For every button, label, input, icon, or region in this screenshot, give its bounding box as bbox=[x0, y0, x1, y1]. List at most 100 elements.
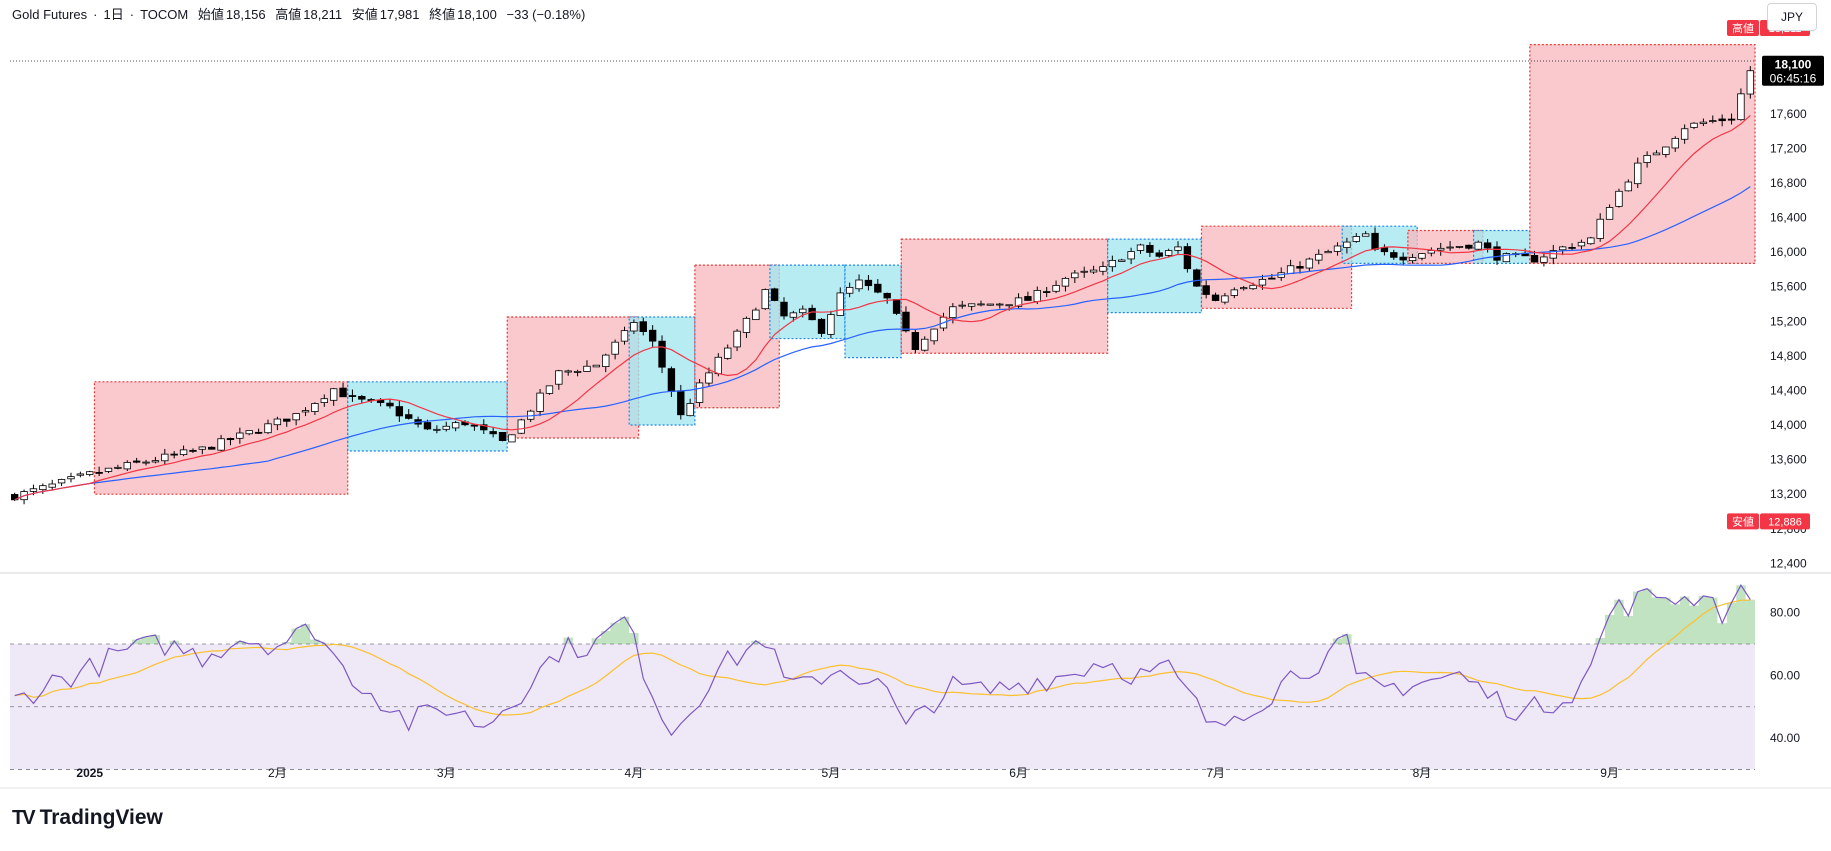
candle-body bbox=[339, 387, 347, 398]
candle-body bbox=[264, 423, 272, 434]
candle-body bbox=[752, 309, 760, 321]
candle-body bbox=[1587, 237, 1595, 245]
candle-body bbox=[395, 406, 404, 417]
candle-body bbox=[114, 466, 122, 469]
candle-body bbox=[695, 382, 704, 403]
exchange-label: TOCOM bbox=[140, 7, 189, 22]
candle-body bbox=[1071, 272, 1079, 279]
candle-body bbox=[29, 488, 38, 492]
candle-body bbox=[977, 303, 985, 306]
candle-body bbox=[967, 303, 976, 307]
candle-body bbox=[189, 449, 197, 452]
candle-body bbox=[179, 449, 188, 456]
candle-body bbox=[442, 425, 450, 430]
candle-body bbox=[1033, 290, 1041, 302]
candle-body bbox=[1624, 181, 1633, 192]
x-tick-label: 6月 bbox=[1009, 766, 1028, 780]
candle-body bbox=[11, 494, 19, 501]
candle-body bbox=[986, 303, 995, 306]
candle-body bbox=[808, 307, 816, 321]
candle-body bbox=[911, 332, 920, 350]
session-low-label: 安値 bbox=[1732, 514, 1754, 528]
candle-body bbox=[583, 365, 591, 372]
candle-body bbox=[573, 371, 582, 373]
y-tick-label: 12,400 bbox=[1770, 556, 1807, 570]
candle-body bbox=[1099, 266, 1107, 272]
close-label: 終値 bbox=[429, 7, 456, 22]
interval-label: 1日 bbox=[103, 7, 124, 22]
candle-body bbox=[236, 432, 244, 439]
candle-body bbox=[536, 392, 544, 412]
candle-body bbox=[489, 431, 497, 435]
candle-body bbox=[864, 279, 873, 287]
last-price-badge-text: 18,100 bbox=[1775, 58, 1812, 72]
candle-body bbox=[1042, 291, 1051, 293]
zone-box-red bbox=[1200, 225, 1353, 309]
candle-body bbox=[1540, 256, 1548, 263]
candle-body bbox=[292, 413, 300, 421]
candle-body bbox=[57, 479, 66, 484]
candle-body bbox=[283, 418, 291, 422]
high-label: 高値 bbox=[275, 7, 302, 22]
session-low-label-bg bbox=[1727, 513, 1759, 530]
candle-body bbox=[1558, 246, 1567, 251]
tradingview-logo[interactable]: TV TradingView bbox=[12, 806, 163, 830]
rsi-overbought-fill bbox=[131, 585, 1755, 644]
symbol-name[interactable]: Gold Futures bbox=[12, 7, 88, 22]
y-tick-label: 14,800 bbox=[1770, 349, 1807, 363]
candle-body bbox=[639, 321, 647, 332]
candle-body bbox=[1502, 253, 1511, 263]
candle-body bbox=[1343, 241, 1351, 248]
candle-body bbox=[602, 354, 610, 368]
candle-body bbox=[273, 418, 282, 426]
candle-body bbox=[677, 390, 685, 416]
candle-body bbox=[1483, 242, 1492, 249]
session-high-label-bg bbox=[1727, 20, 1759, 36]
candle-body bbox=[1371, 232, 1379, 250]
candle-body bbox=[498, 432, 507, 441]
candle-body bbox=[620, 330, 629, 342]
candle-body bbox=[958, 304, 966, 307]
candle-body bbox=[1005, 304, 1013, 307]
candle-body bbox=[329, 388, 338, 401]
candle-body bbox=[1014, 297, 1023, 307]
candle-body bbox=[1183, 246, 1192, 270]
candle-body bbox=[1680, 128, 1689, 140]
x-tick-label: 9月 bbox=[1600, 766, 1619, 780]
candle-body bbox=[1737, 93, 1745, 121]
low-value: 17,981 bbox=[379, 7, 420, 22]
candle-body bbox=[198, 446, 207, 450]
candle-body bbox=[1727, 118, 1736, 121]
session-low-value: 12,886 bbox=[1768, 516, 1802, 528]
currency-button[interactable]: JPY bbox=[1767, 3, 1817, 31]
candle-body bbox=[1408, 257, 1417, 262]
candle-body bbox=[451, 422, 460, 429]
zone-box-cyan bbox=[844, 264, 902, 359]
candle-body bbox=[1418, 253, 1426, 259]
candle-body bbox=[1080, 270, 1088, 273]
candle-body bbox=[245, 430, 253, 435]
candle-body bbox=[930, 328, 938, 342]
candle-body bbox=[1202, 285, 1210, 295]
candle-body bbox=[1596, 218, 1604, 239]
candle-body bbox=[1164, 250, 1173, 256]
candle-body bbox=[1568, 247, 1576, 249]
candle-body bbox=[1352, 236, 1360, 242]
candle-body bbox=[1258, 278, 1267, 286]
rsi-tick-label: 40.00 bbox=[1770, 731, 1800, 745]
candle-body bbox=[1446, 246, 1454, 249]
candle-body bbox=[1746, 70, 1754, 95]
rsi-tick-label: 80.00 bbox=[1770, 606, 1800, 620]
candle-body bbox=[996, 303, 1004, 306]
candle-body bbox=[845, 286, 854, 294]
candle-body bbox=[705, 372, 713, 384]
candle-body bbox=[254, 431, 263, 434]
candle-body bbox=[67, 476, 75, 480]
candle-body bbox=[423, 422, 432, 430]
candle-body bbox=[376, 399, 385, 403]
last-price-badge-text: 06:45:16 bbox=[1770, 72, 1817, 86]
candle-body bbox=[405, 414, 413, 419]
